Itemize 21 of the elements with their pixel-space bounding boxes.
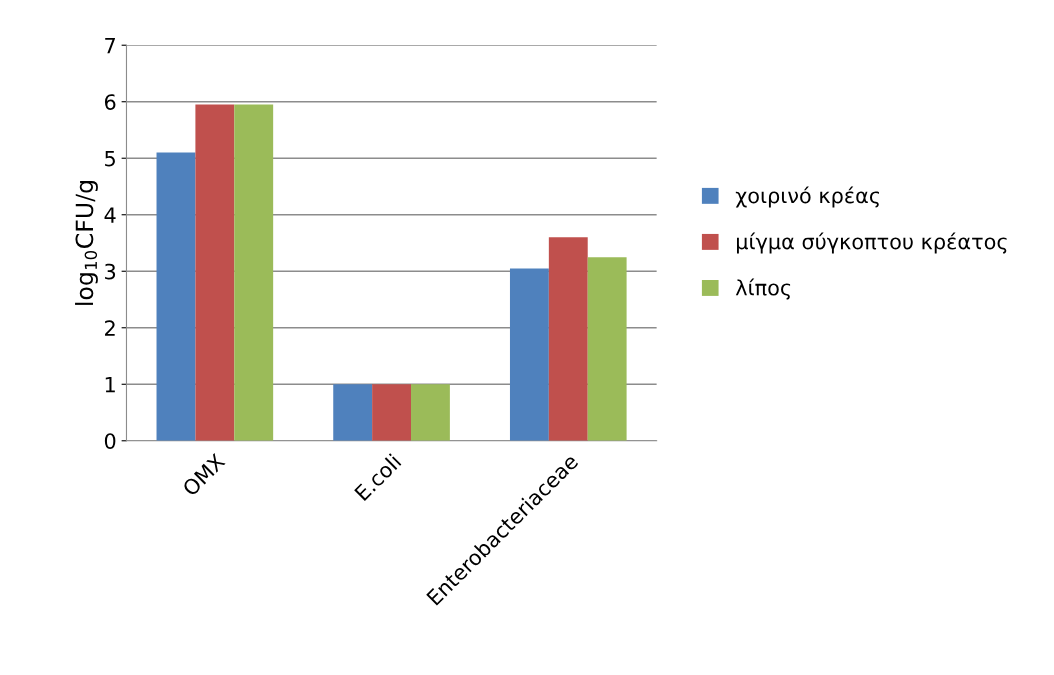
y-tick-label: 1 [105, 376, 115, 393]
y-tick-label: 0 [104, 433, 116, 449]
legend-label: λίπος [735, 278, 791, 300]
legend-label: χοιρινό κρέας [735, 186, 879, 208]
y-tick-label: 2 [105, 320, 115, 336]
y-axis-title: log$_{10}$CFU/g [75, 181, 98, 305]
bar [372, 384, 411, 441]
y-tick-label: 5 [105, 150, 115, 167]
y-tick-label: 6 [104, 94, 116, 110]
bar [548, 237, 588, 441]
y-tick-label: 7 [105, 37, 115, 54]
bar [195, 104, 235, 441]
legend-label: μίγμα σύγκοπτου κρέατος [737, 232, 1007, 254]
y-tick-label: 4 [104, 207, 116, 223]
bar [333, 384, 373, 441]
bar [234, 104, 274, 441]
bar [156, 152, 196, 441]
y-tick-label: 3 [105, 263, 116, 280]
bar [509, 268, 549, 441]
bar [587, 257, 627, 441]
bar [411, 384, 450, 441]
